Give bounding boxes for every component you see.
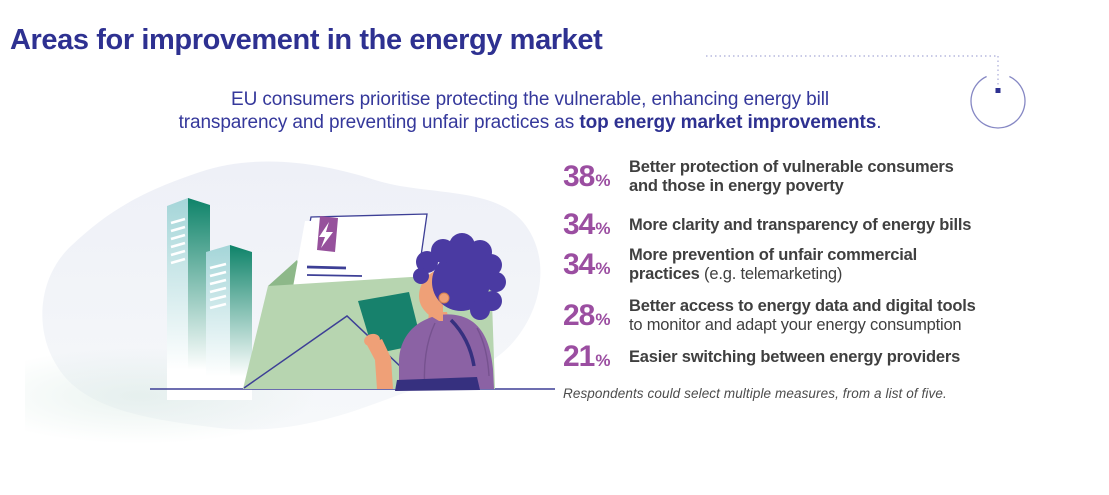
sweater-seam-right [476,327,490,377]
stat-item: 34% More clarity and transparency of ene… [563,210,971,240]
stat-label: Better access to energy data and digital… [629,297,976,335]
stat-value: 28% [563,299,611,332]
city-buildings-icon [167,198,252,400]
ear [438,292,450,304]
letter-text-line-2 [306,274,363,277]
stat-label-line: practices (e.g. telemarketing) [629,265,843,283]
stat-value: 21% [563,340,611,373]
stat-label-line: Easier switching between energy provider… [629,347,961,366]
stat-label: Easier switching between energy provider… [629,348,960,367]
stat-label-line: More clarity and transparency of energy … [629,215,972,234]
energy-bill-illustration [25,161,555,443]
stat-label: More clarity and transparency of energy … [629,216,971,235]
subtitle-line-1: EU consumers prioritise protecting the v… [231,89,829,110]
stat-label-line: More prevention of unfair commercial [629,246,918,264]
arm [367,339,393,389]
strap [449,318,476,367]
page-title: Areas for improvement in the energy mark… [10,24,603,56]
stat-item: 34% More prevention of unfair commercial… [563,246,917,284]
footnote: Respondents could select multiple measur… [563,386,947,401]
stat-value: 34% [563,248,611,281]
subtitle: EU consumers prioritise protecting the v… [85,89,975,134]
sweater-body [399,314,494,389]
target-dot [995,88,1001,93]
stat-label-line: Better protection of vulnerable consumer… [629,158,954,176]
letter-text-line-1 [306,265,347,270]
envelope-fold-lines [243,315,420,389]
stat-label-line: and those in energy poverty [629,177,844,195]
stat-label: Better protection of vulnerable consumer… [629,158,954,196]
open-circle-icon [970,75,1026,129]
stat-value: 34% [563,208,611,241]
stat-label-line: Better access to energy data and digital… [629,297,976,315]
stat-item: 38% Better protection of vulnerable cons… [563,158,954,196]
stat-label: More prevention of unfair commercial pra… [629,246,917,284]
person-reading-icon [364,233,506,391]
stat-value: 38% [563,160,611,193]
stat-item: 21% Easier switching between energy prov… [563,342,960,372]
stat-item: 28% Better access to energy data and dig… [563,297,976,335]
subtitle-line-2: transparency and preventing unfair pract… [178,111,882,133]
stat-label-line: to monitor and adapt your energy consump… [629,316,962,334]
hand [364,333,380,347]
waist-band [395,377,480,391]
lightning-icon [319,222,333,248]
